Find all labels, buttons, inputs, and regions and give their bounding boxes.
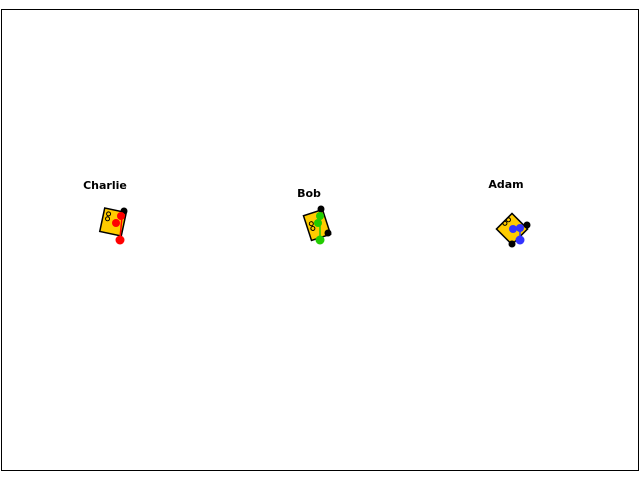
rotation-handle[interactable]: [317, 205, 325, 213]
player-marker[interactable]: [515, 235, 525, 245]
player-token[interactable]: [316, 212, 324, 220]
player-marker[interactable]: [315, 235, 325, 245]
rotation-handle[interactable]: [523, 221, 531, 229]
player-name-label: Bob: [297, 187, 321, 200]
player-marker[interactable]: [115, 235, 125, 245]
player-token[interactable]: [314, 219, 322, 227]
player-token[interactable]: [509, 225, 517, 233]
player-token[interactable]: [117, 212, 125, 220]
pointer-line: [119, 216, 123, 239]
player-token[interactable]: [112, 219, 120, 227]
player-name-label: Charlie: [83, 179, 127, 192]
rotation-handle[interactable]: [324, 229, 332, 237]
player-bob: Bob: [297, 187, 332, 245]
player-charlie: Charlie: [83, 179, 128, 245]
player-adam: Adam: [488, 178, 531, 248]
player-token[interactable]: [516, 224, 524, 232]
player-name-label: Adam: [488, 178, 523, 191]
rotation-handle[interactable]: [508, 240, 516, 248]
